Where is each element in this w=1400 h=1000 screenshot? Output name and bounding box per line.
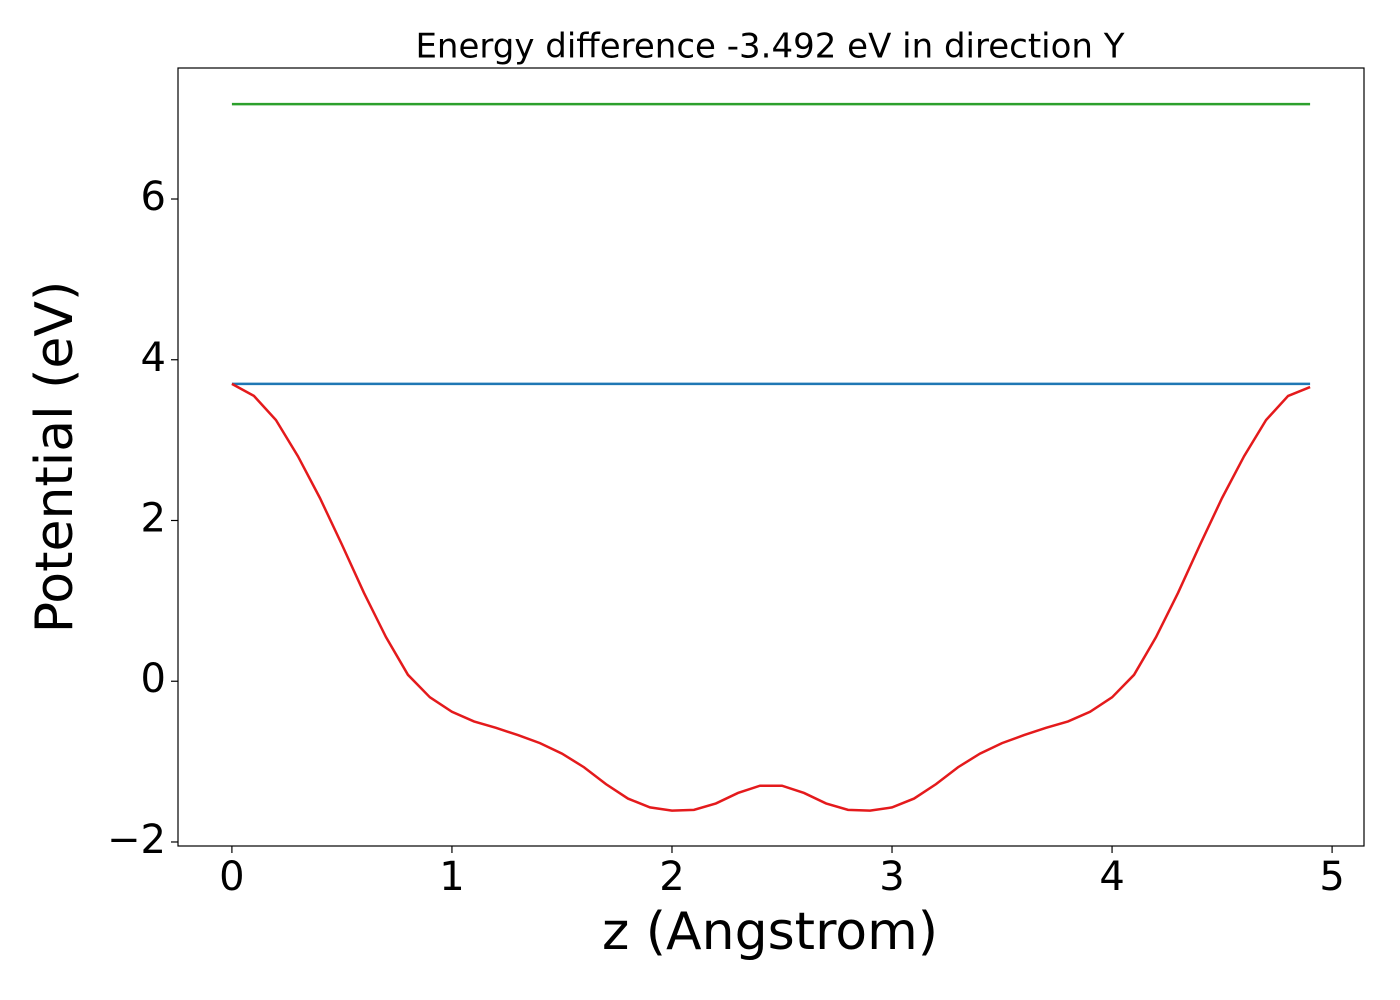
y-tick-label: 2 [141,495,166,541]
y-tick-label: 6 [141,174,166,220]
x-tick-label: 0 [219,854,244,900]
plot-frame [177,67,1365,847]
y-axis-label: Potential (eV) [25,281,85,633]
data-line [231,382,1311,812]
x-tick-label: 4 [1099,854,1124,900]
x-tick-label: 5 [1319,854,1344,900]
x-axis-label: z (Angstrom) [602,902,938,962]
y-tick-label: 4 [141,335,166,381]
y-tick-label: −2 [107,817,166,863]
x-tick-label: 2 [659,854,684,900]
chart-title: Energy difference -3.492 eV in direction… [415,27,1124,67]
x-tick-label: 3 [879,854,904,900]
x-tick-label: 1 [439,854,464,900]
y-tick-label: 0 [141,656,166,702]
